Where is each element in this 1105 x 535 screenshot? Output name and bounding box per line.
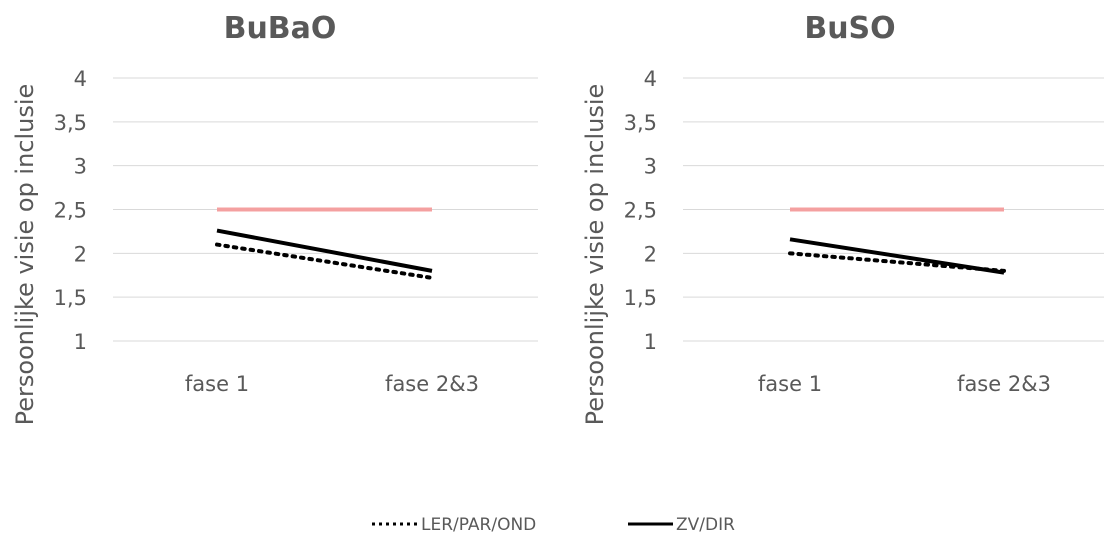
y-tick-label: 1 xyxy=(644,330,657,354)
y-tick-label: 2 xyxy=(644,242,657,266)
chart-panel-buso: BuSO Persoonlijke visie op inclusie 1 1,5 2 2… xyxy=(581,11,1104,425)
x-category-label: fase 1 xyxy=(185,372,249,396)
series-line-zv-dir xyxy=(216,228,433,273)
x-category-label: fase 1 xyxy=(758,372,822,396)
chart-legend: LER/PAR/OND ZV/DIR xyxy=(372,515,735,535)
chart-title: BuBaO xyxy=(224,11,337,46)
x-category-label: fase 2&3 xyxy=(385,372,479,396)
chart-panel-bubao: BuBaO Persoonlijke visie op inclusie 1 1,5 2… xyxy=(11,11,538,425)
y-tick-label: 3 xyxy=(644,155,657,179)
legend-label-ler-par-ond: LER/PAR/OND xyxy=(421,515,536,535)
y-tick-label: 2,5 xyxy=(54,199,87,223)
y-tick-label: 3,5 xyxy=(54,111,87,135)
x-category-label: fase 2&3 xyxy=(957,372,1051,396)
y-tick-label: 3 xyxy=(74,155,87,179)
y-tick-label: 1,5 xyxy=(54,286,87,310)
y-tick-label: 2 xyxy=(74,242,87,266)
series-line-zv-dir xyxy=(789,237,1005,275)
y-tick-label: 4 xyxy=(644,67,657,91)
chart-title: BuSO xyxy=(804,11,895,46)
y-tick-label: 4 xyxy=(74,67,87,91)
y-tick-label: 2,5 xyxy=(624,199,657,223)
y-axis-title: Persoonlijke visie op inclusie xyxy=(11,84,39,426)
series-line-ler-par-ond xyxy=(215,242,434,280)
y-tick-label: 1,5 xyxy=(624,286,657,310)
y-axis-title: Persoonlijke visie op inclusie xyxy=(581,84,609,426)
y-tick-label: 3,5 xyxy=(624,111,657,135)
y-tick-label: 1 xyxy=(74,330,87,354)
legend-label-zv-dir: ZV/DIR xyxy=(676,515,735,535)
